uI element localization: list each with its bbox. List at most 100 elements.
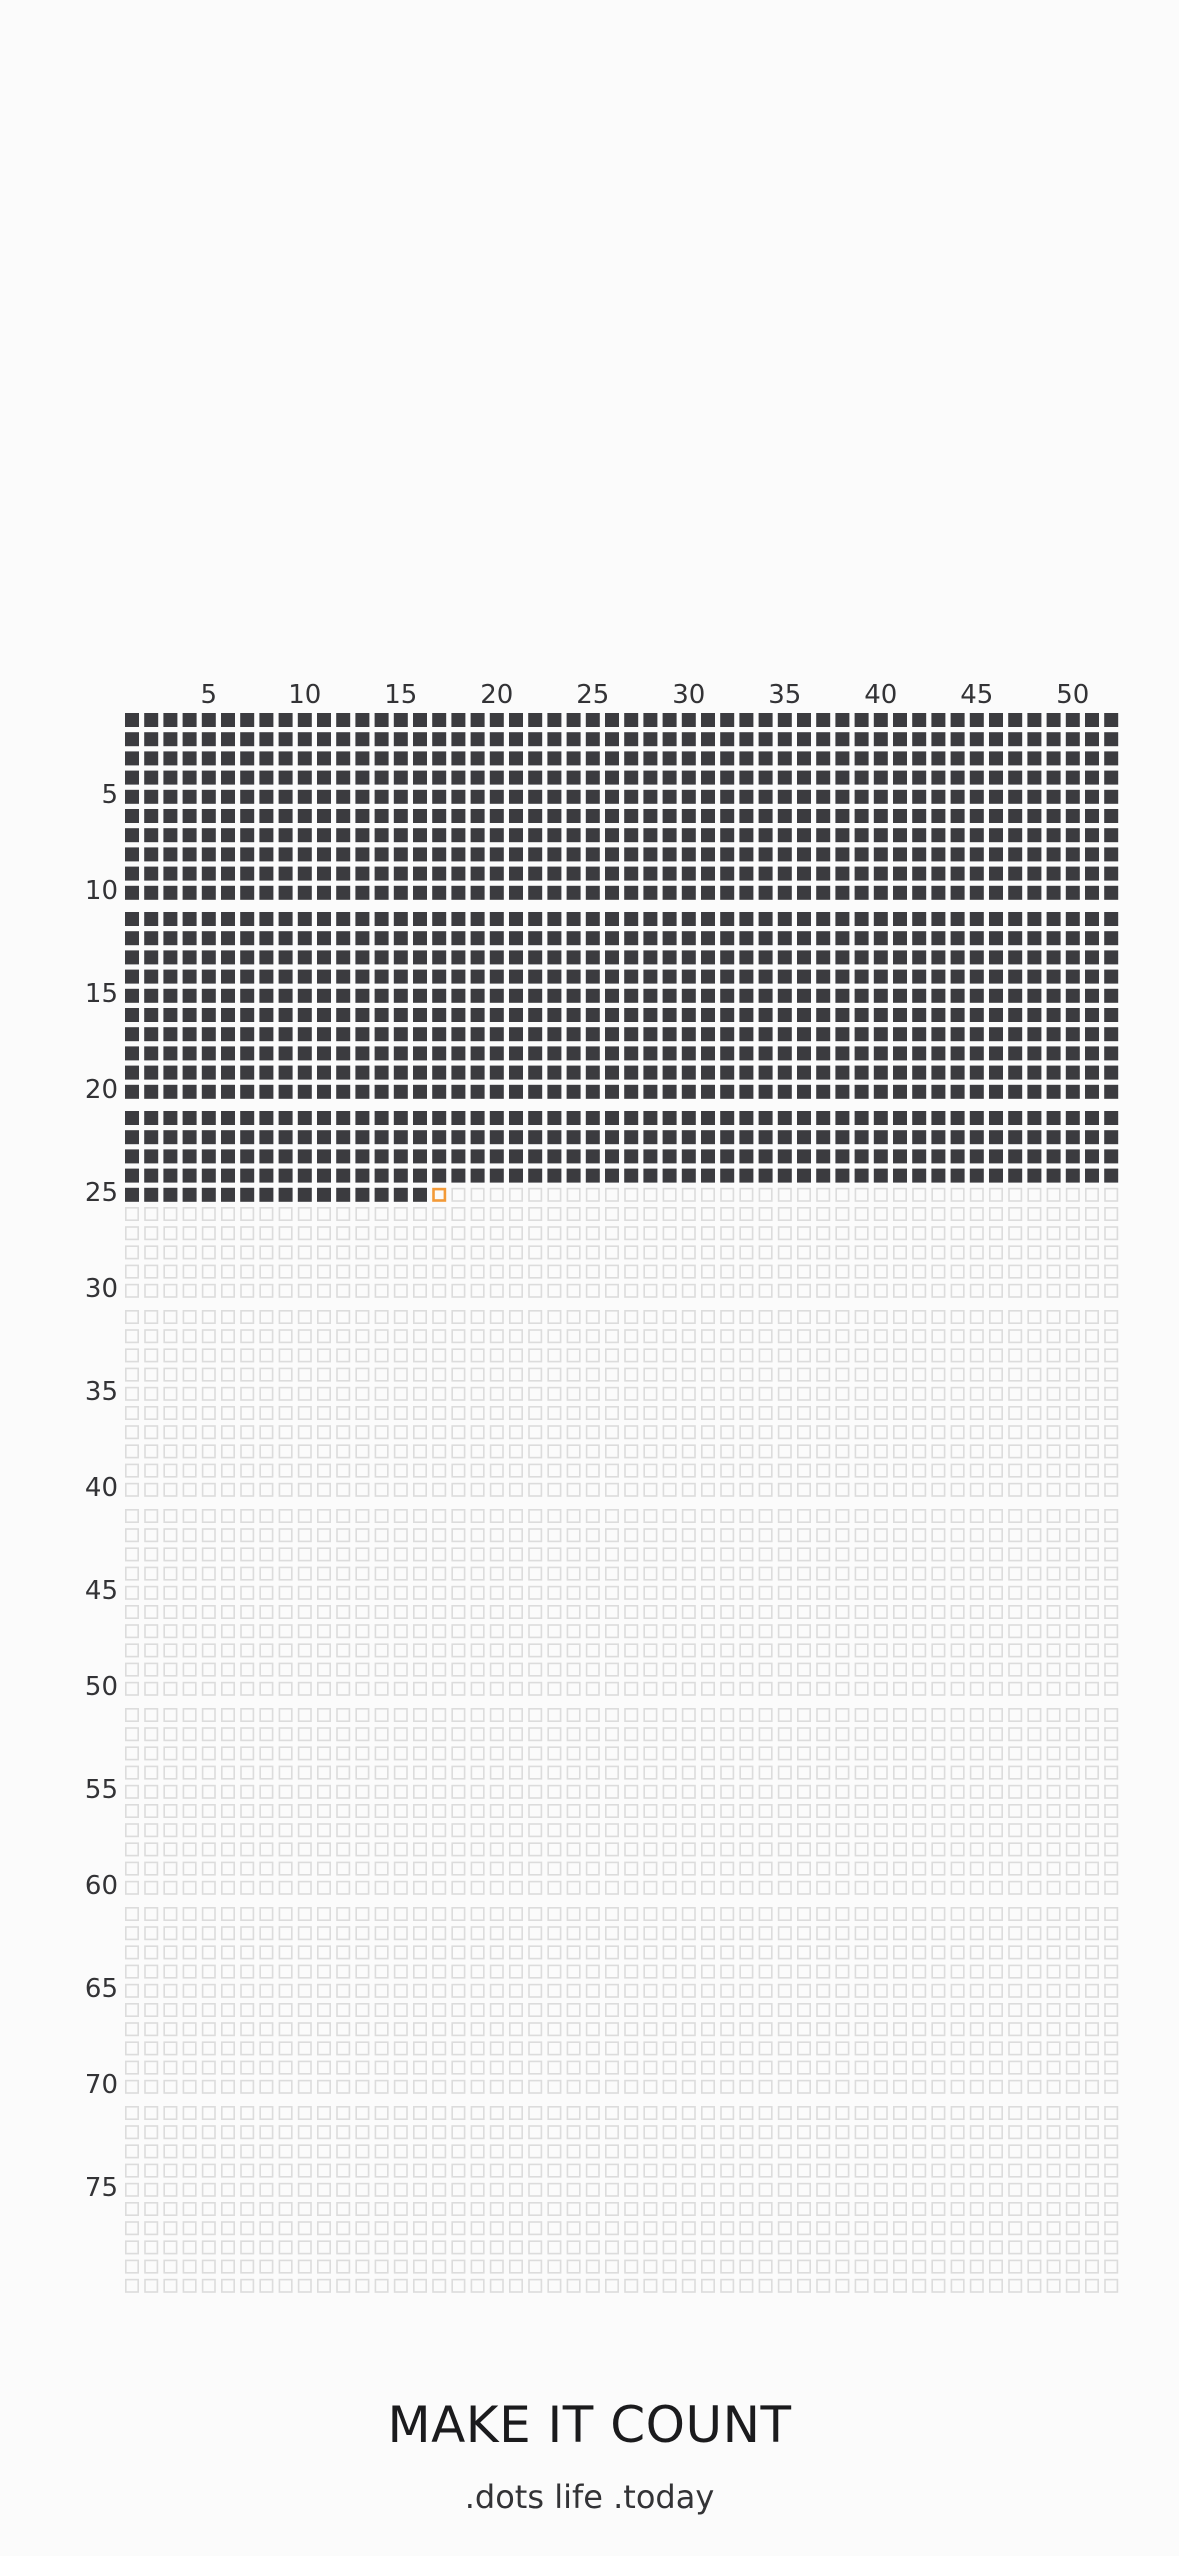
week-cell-future — [624, 1784, 639, 1799]
week-cell-lived — [893, 713, 907, 727]
week-cell-future — [125, 2079, 140, 2094]
week-cell-lived — [643, 751, 658, 766]
week-cell-future — [336, 2079, 351, 2094]
week-cell-future — [316, 1386, 331, 1401]
week-cell-lived — [201, 1065, 216, 1080]
week-cell-future — [374, 1406, 389, 1421]
week-cell-future — [144, 2240, 159, 2255]
week-cell-lived — [528, 1008, 543, 1022]
week-cell-lived — [701, 1046, 715, 1061]
week-cell-lived — [393, 969, 408, 984]
week-cell-future — [144, 2144, 159, 2159]
week-cell-future — [739, 1226, 754, 1241]
week-cell-lived — [701, 1008, 715, 1022]
week-cell-lived — [297, 809, 312, 823]
week-cell-lived — [835, 931, 850, 946]
week-cell-future — [412, 1605, 427, 1620]
week-cell-future — [931, 1765, 946, 1780]
week-cell-lived — [509, 969, 523, 984]
week-cell-lived — [1008, 732, 1023, 747]
week-cell-lived — [643, 809, 658, 823]
week-cell-future — [451, 1662, 466, 1677]
week-cell-future — [720, 2182, 735, 2197]
week-cell-lived — [566, 1065, 581, 1080]
week-cell-future — [604, 1283, 619, 1298]
week-cell-lived — [374, 885, 389, 900]
week-cell-future — [873, 2144, 888, 2159]
week-cell-future — [125, 1425, 140, 1440]
week-cell-future — [489, 1585, 504, 1600]
week-cell-lived — [1085, 847, 1099, 862]
week-cell-future — [489, 1727, 504, 1742]
week-cell-lived — [1046, 789, 1061, 804]
week-cell-lived — [585, 1084, 600, 1099]
week-cell-future — [950, 1823, 965, 1838]
week-cell-future — [278, 1245, 293, 1260]
week-cell-future — [547, 1367, 562, 1382]
week-cell-future — [912, 1463, 927, 1478]
week-cell-lived — [125, 1187, 139, 1202]
week-cell-future — [336, 2182, 351, 2197]
week-cell-future — [1008, 1509, 1023, 1524]
week-cell-lived — [278, 931, 293, 946]
week-cell-future — [624, 1926, 639, 1941]
week-cell-future — [451, 2125, 466, 2140]
week-cell-lived — [816, 847, 831, 862]
week-cell-future — [988, 1187, 1003, 1202]
week-cell-future — [643, 2144, 658, 2159]
week-cell-lived — [854, 969, 869, 984]
week-cell-lived — [1027, 732, 1042, 747]
week-cell-future — [988, 1746, 1003, 1761]
week-cell-lived — [1085, 1168, 1099, 1183]
week-cell-future — [854, 1605, 869, 1620]
week-cell-future — [240, 1964, 255, 1979]
week-cell-future — [969, 2125, 984, 2140]
week-cell-lived — [509, 931, 523, 946]
week-cell-lived — [681, 931, 696, 946]
week-cell-lived — [835, 950, 850, 965]
week-cell-lived — [355, 969, 370, 984]
week-cell-future — [278, 1983, 293, 1998]
week-cell-lived — [451, 789, 466, 804]
week-cell-future — [221, 2060, 236, 2075]
week-cell-lived — [201, 1008, 216, 1022]
week-cell-lived — [701, 847, 715, 862]
week-cell-future — [681, 1727, 696, 1742]
week-cell-future — [393, 1605, 408, 1620]
week-cell-lived — [489, 809, 504, 823]
week-cell-future — [777, 2202, 792, 2217]
week-cell-future — [624, 1842, 639, 1857]
week-cell-lived — [297, 885, 312, 900]
week-cell-future — [201, 2182, 216, 2197]
week-cell-future — [221, 1406, 236, 1421]
week-cell-future — [1027, 1945, 1042, 1960]
week-cell-future — [125, 1283, 140, 1298]
week-cell-future — [585, 1861, 600, 1876]
week-cell-future — [336, 1945, 351, 1960]
week-cell-future — [221, 1329, 236, 1344]
week-cell-future — [720, 1765, 735, 1780]
week-cell-future — [1027, 1662, 1042, 1677]
week-cell-lived — [854, 751, 869, 766]
week-cell-lived — [854, 1149, 869, 1164]
week-cell-lived — [873, 770, 888, 785]
week-cell-future — [892, 1444, 907, 1459]
week-cell-lived — [1065, 969, 1080, 984]
week-cell-future — [950, 1842, 965, 1857]
week-cell-future — [182, 1681, 197, 1696]
week-cell-lived — [624, 1008, 639, 1022]
week-cell-future — [144, 1746, 159, 1761]
week-cell-future — [873, 2060, 888, 2075]
week-cell-future — [201, 1207, 216, 1222]
week-cell-future — [1008, 2041, 1023, 2056]
week-cell-future — [777, 1509, 792, 1524]
week-cell-lived — [777, 789, 792, 804]
week-cell-future — [547, 1662, 562, 1677]
week-cell-future — [892, 1585, 907, 1600]
week-cell-future — [720, 1784, 735, 1799]
week-cell-future — [604, 2221, 619, 2236]
week-cell-future — [1065, 1425, 1080, 1440]
week-cell-future — [1027, 2259, 1042, 2274]
week-cell-lived — [566, 1111, 581, 1125]
week-cell-future — [393, 1708, 408, 1723]
